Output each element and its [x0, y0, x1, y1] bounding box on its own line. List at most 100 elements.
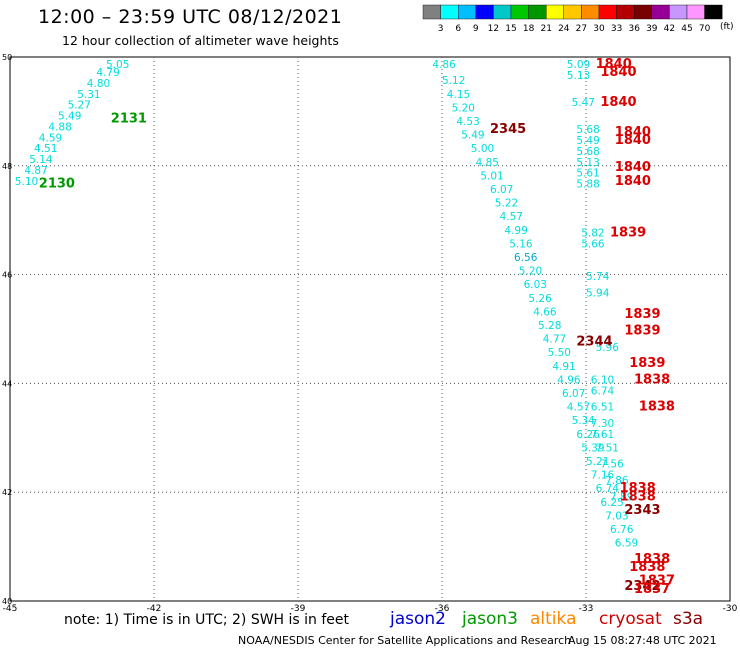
- scale-swatch: [528, 4, 547, 20]
- legend-jason2: jason2: [390, 609, 446, 629]
- swh-label: 5.28: [538, 320, 561, 332]
- scale-swatch: [546, 4, 565, 20]
- y-tick-label: 40: [2, 597, 12, 606]
- swh-label: 5.68: [576, 124, 599, 136]
- pass-time-label: 1840: [600, 65, 636, 80]
- scale-label: 36: [628, 24, 640, 34]
- grid-lines: [10, 57, 730, 601]
- legend-altika: altika: [530, 609, 577, 629]
- swh-label: 4.51: [34, 143, 57, 155]
- swh-label: 5.82: [581, 228, 604, 240]
- scale-label: 70: [699, 24, 711, 34]
- scale-label: 24: [558, 24, 570, 34]
- legend-cryosat: cryosat: [599, 609, 662, 629]
- swh-label: 4.87: [24, 165, 47, 177]
- swh-label: 5.66: [581, 238, 605, 250]
- swh-label: 7.30: [591, 418, 614, 430]
- scale-label: 6: [455, 24, 461, 34]
- swh-label: 6.76: [610, 524, 634, 536]
- pass-time-label: 2343: [624, 503, 660, 518]
- scale-label: 30: [593, 24, 605, 34]
- pass-time-label: 1838: [620, 489, 656, 504]
- scale-swatch: [493, 4, 512, 20]
- pass-time-label: 2131: [111, 111, 147, 126]
- legend-jason3: jason3: [462, 609, 518, 629]
- scale-swatch: [581, 4, 600, 20]
- swh-label: 5.50: [548, 347, 571, 359]
- y-tick-label: 42: [2, 488, 12, 497]
- pass-time-label: 1838: [639, 400, 675, 415]
- scale-swatch: [651, 4, 670, 20]
- swh-label: 6.56: [514, 252, 538, 264]
- pass-time-label: 2130: [39, 177, 75, 192]
- swh-label: 5.21: [586, 456, 609, 468]
- scale-label: 9: [473, 24, 479, 34]
- pass-time-label: 1838: [620, 481, 656, 496]
- data-marks: 5.054.794.805.315.275.494.884.594.515.14…: [15, 57, 675, 597]
- x-tick-label: -30: [723, 604, 738, 614]
- x-tick-label: -39: [291, 604, 306, 614]
- pass-time-label: 1839: [624, 307, 660, 322]
- footnote: note: 1) Time is in UTC; 2) SWH is in fe…: [64, 612, 350, 628]
- swh-label: 7.61: [591, 429, 614, 441]
- swh-label: 4.85: [476, 157, 499, 169]
- swh-label: 6.07: [562, 388, 585, 400]
- swh-label: 6.07: [490, 184, 513, 196]
- swh-label: 4.57: [500, 211, 523, 223]
- swh-label: 5.20: [452, 102, 475, 114]
- swh-label: 5.39: [581, 442, 604, 454]
- scale-swatch: [458, 4, 477, 20]
- swh-label: 4.53: [456, 116, 479, 128]
- y-tick-label: 44: [2, 379, 12, 388]
- swh-label: 4.15: [447, 89, 470, 101]
- pass-time-label: 1840: [615, 174, 651, 189]
- pass-time-label: 2344: [576, 334, 612, 349]
- scale-label: 45: [681, 24, 692, 34]
- swh-label: 5.94: [586, 287, 610, 299]
- swh-label: 5.26: [528, 293, 552, 305]
- pass-time-label: 2342: [624, 579, 660, 594]
- swh-label: 7.86: [605, 475, 629, 487]
- pass-time-label: 1837: [639, 574, 675, 589]
- swh-label: 7.89: [610, 491, 633, 503]
- scale-label: 21: [540, 24, 551, 34]
- swh-label: 4.88: [48, 121, 71, 133]
- scale-swatch: [704, 4, 723, 20]
- scale-label: 12: [488, 24, 499, 34]
- swh-label: 5.13: [567, 70, 590, 82]
- swh-label: 5.31: [77, 89, 100, 101]
- scale-label: 42: [664, 24, 675, 34]
- pass-time-label: 1840: [615, 125, 651, 140]
- pass-time-label: 1840: [615, 160, 651, 175]
- swh-label: 6.03: [524, 279, 547, 291]
- swh-label: 6.59: [615, 538, 638, 550]
- generated-timestamp: Aug 15 08:27:48 UTC 2021: [568, 634, 717, 647]
- swh-label: 5.49: [58, 111, 81, 123]
- pass-time-label: 1839: [629, 356, 665, 371]
- swh-label: 5.34: [572, 415, 596, 427]
- swh-label: 5.13: [576, 157, 599, 169]
- swh-label: 7.16: [591, 470, 615, 482]
- swh-label: 5.01: [480, 170, 503, 182]
- swh-label: 6.51: [591, 402, 614, 414]
- axis-ticks: -45 -42 -39 -36 -33 -30 40 42 44 46 48 50: [2, 53, 738, 614]
- scale-swatch: [475, 4, 494, 20]
- scale-label: 27: [576, 24, 587, 34]
- swh-label: 4.77: [543, 334, 566, 346]
- swh-label: 4.91: [552, 361, 575, 373]
- scale-label: 33: [611, 24, 622, 34]
- swh-label: 4.79: [96, 67, 119, 79]
- plot-frame: [9, 56, 731, 602]
- scale-label: 39: [646, 24, 658, 34]
- scale-swatch: [616, 4, 635, 20]
- pass-time-label: 1840: [615, 133, 651, 148]
- swh-label: 4.86: [432, 59, 456, 71]
- swh-label: 5.27: [68, 100, 91, 112]
- swh-label: 4.80: [87, 78, 110, 90]
- swh-label: 5.68: [576, 146, 599, 158]
- scale-swatch: [634, 4, 653, 20]
- swh-label: 6.74: [591, 385, 615, 397]
- pass-time-label: 1839: [624, 323, 660, 338]
- swh-label: 5.16: [509, 238, 533, 250]
